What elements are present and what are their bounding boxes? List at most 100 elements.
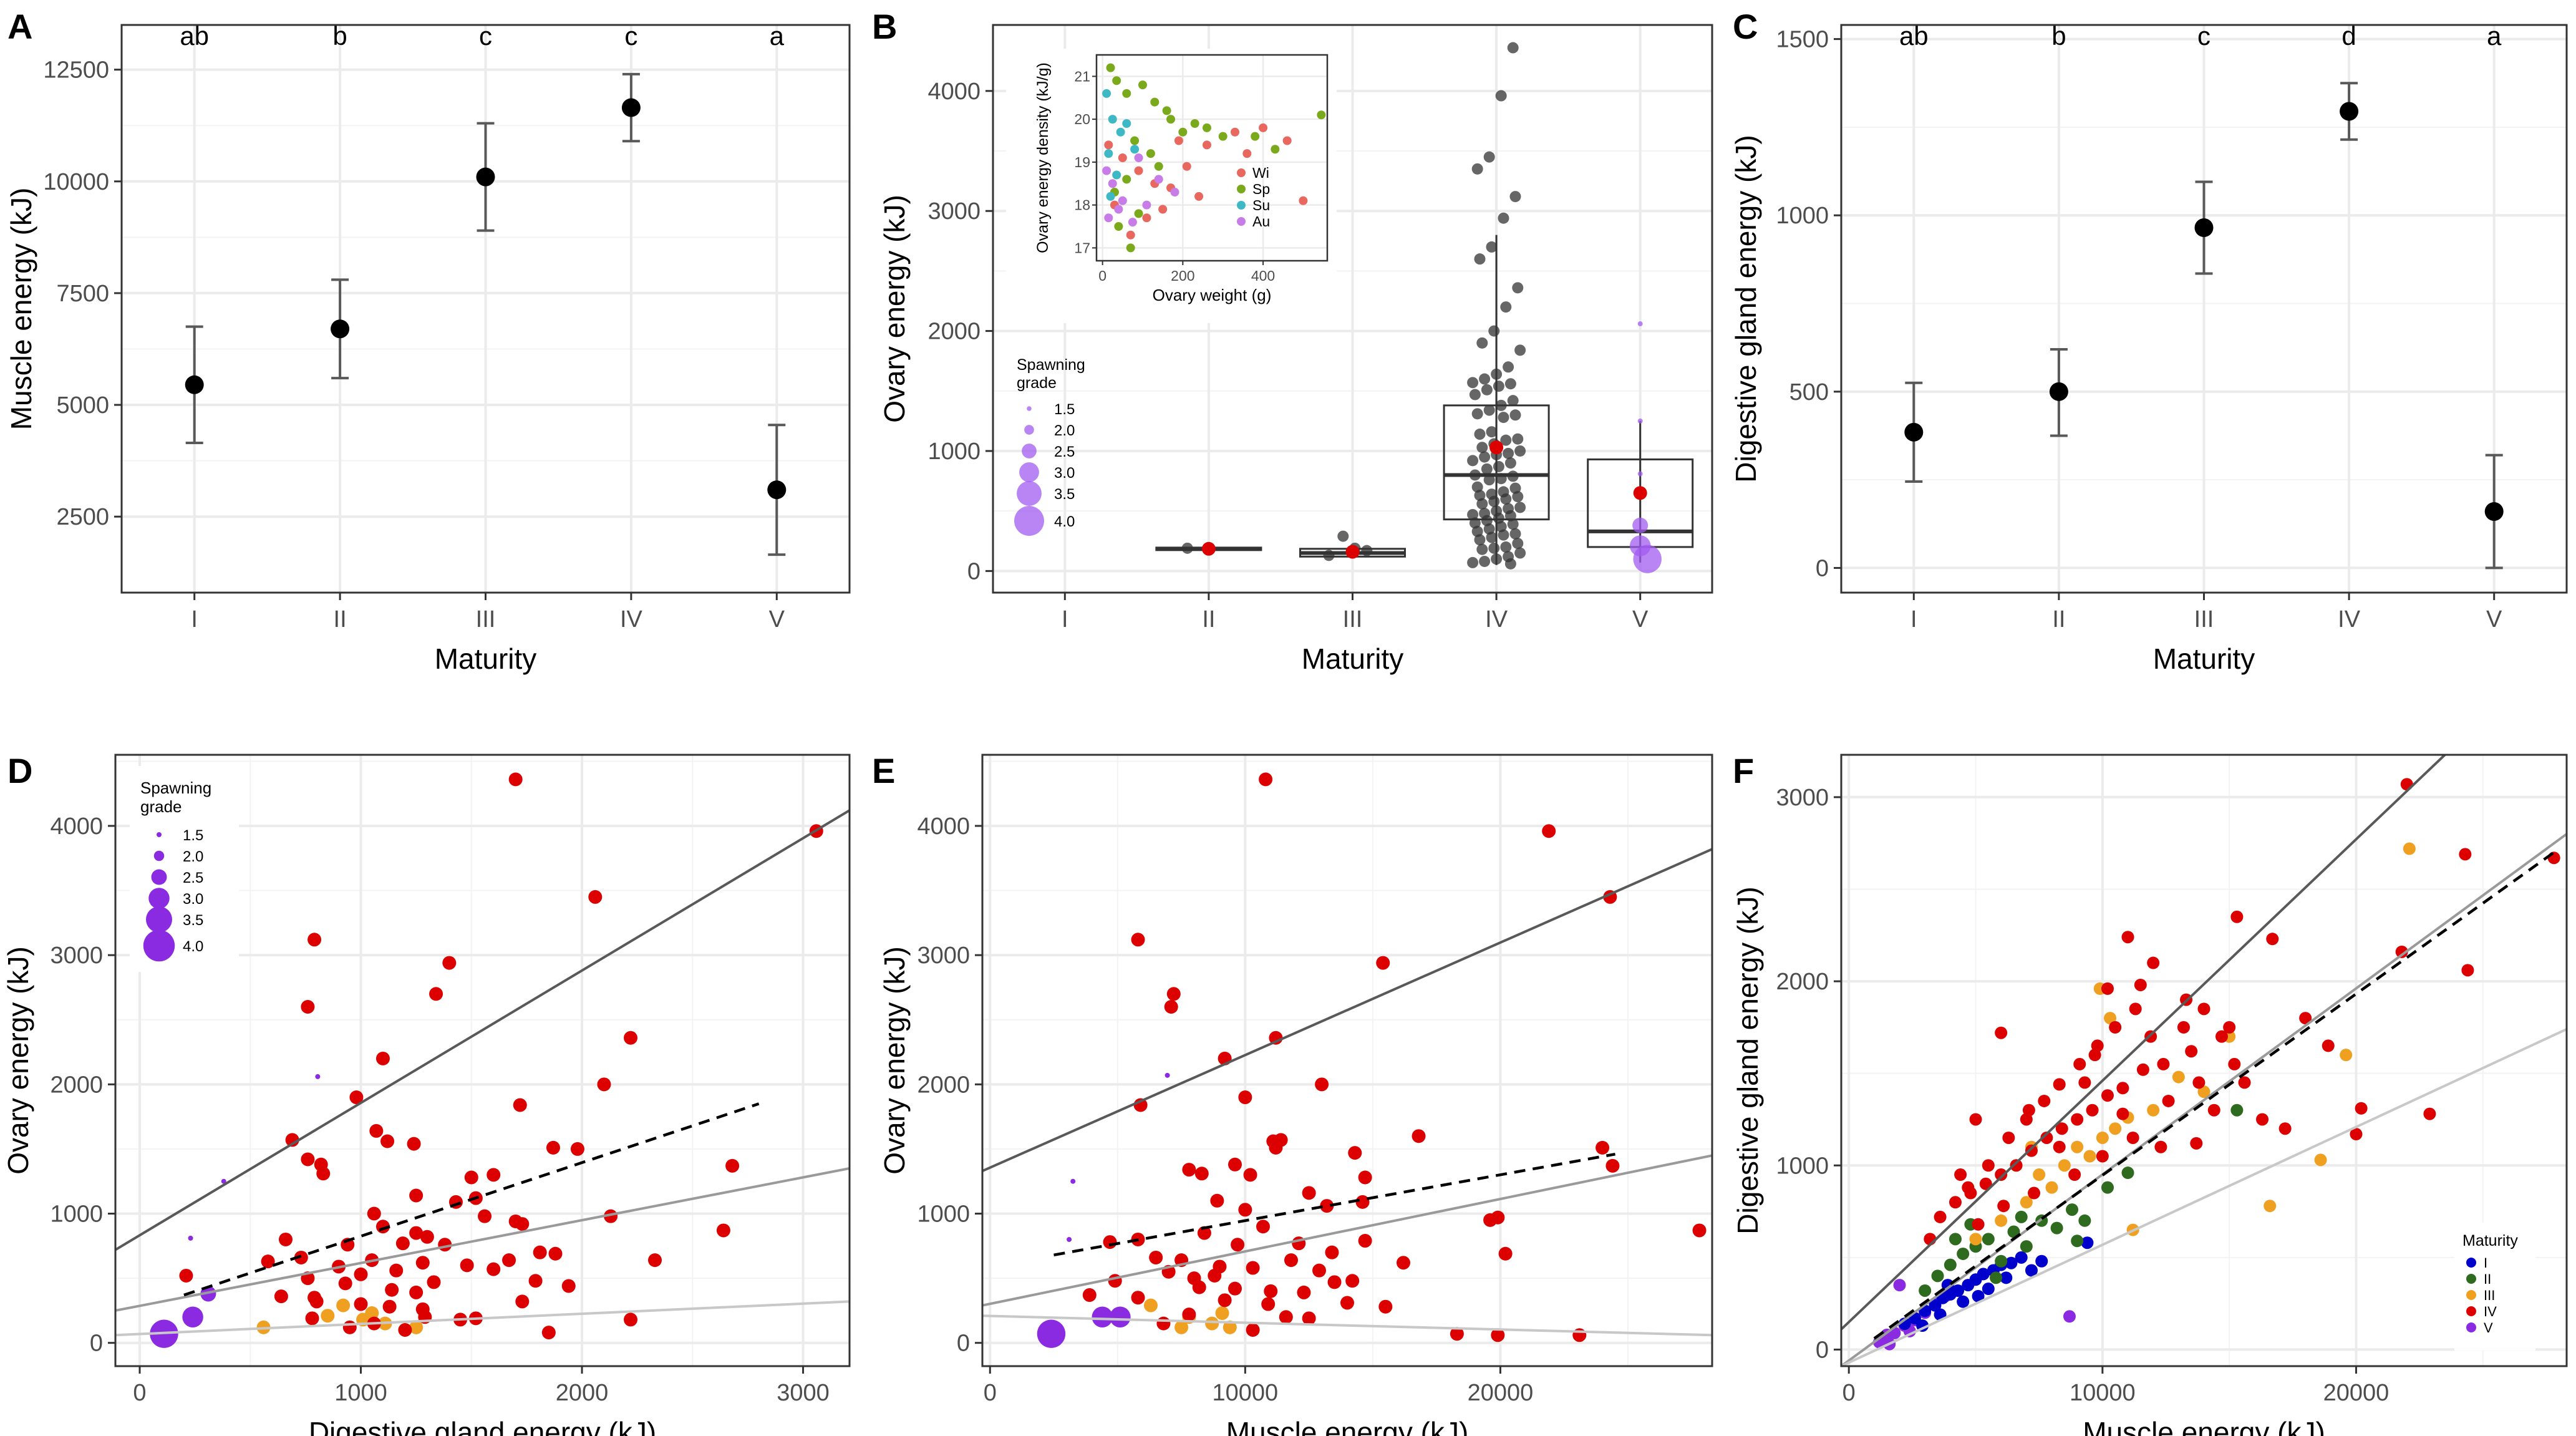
- data-point: [2278, 1122, 2292, 1135]
- data-point: [1476, 337, 1488, 349]
- inset-point: [1104, 213, 1113, 223]
- data-point: [375, 1051, 390, 1065]
- data-point: [1500, 493, 1512, 505]
- data-point: [1337, 530, 1349, 542]
- data-point: [1082, 1288, 1097, 1303]
- mean-point: [2484, 502, 2504, 521]
- legend-key: [1019, 462, 1039, 482]
- data-point: [1982, 1283, 1995, 1296]
- y-axis-title: Ovary energy (kJ): [878, 195, 911, 423]
- data-point: [2215, 1030, 2228, 1043]
- inset-point: [1112, 76, 1121, 85]
- data-point: [1174, 1320, 1189, 1334]
- data-point: [1995, 1214, 2008, 1227]
- data-point: [1498, 529, 1509, 541]
- data-point: [2071, 1140, 2084, 1153]
- plot-background: [1841, 755, 2567, 1366]
- x-tick-label: IV: [620, 606, 643, 633]
- data-point: [1969, 1233, 1982, 1246]
- data-point: [395, 1236, 410, 1251]
- data-point: [2096, 1150, 2109, 1163]
- group-letter: b: [332, 21, 347, 51]
- panel-letter: A: [7, 7, 32, 46]
- data-point: [1488, 325, 1500, 337]
- data-point: [487, 1262, 501, 1276]
- y-tick-label: 2500: [56, 504, 109, 530]
- data-point: [1208, 1268, 1222, 1283]
- spawning-point: [188, 1235, 193, 1241]
- data-point: [336, 1298, 351, 1312]
- data-point: [1512, 538, 1524, 550]
- data-point: [1194, 1167, 1209, 1181]
- x-tick-label: 20000: [1468, 1380, 1534, 1406]
- data-point: [2081, 1236, 2094, 1249]
- inset-legend-key: [1237, 168, 1246, 177]
- y-tick-label: 2000: [927, 319, 981, 345]
- data-point: [2322, 1039, 2335, 1052]
- data-point: [2126, 1131, 2139, 1144]
- data-point: [1192, 1280, 1206, 1294]
- y-tick-label: 1000: [1776, 1153, 1829, 1179]
- data-point: [1493, 460, 1504, 472]
- data-point: [2136, 1063, 2149, 1076]
- data-point: [2088, 1049, 2101, 1062]
- data-point: [301, 1000, 315, 1014]
- data-point: [1467, 556, 1479, 568]
- data-point: [1376, 956, 1390, 970]
- data-point: [464, 1170, 478, 1185]
- data-point: [1504, 457, 1516, 469]
- data-point: [2350, 1128, 2363, 1141]
- spawning-point: [1037, 1319, 1066, 1348]
- data-point: [1949, 1196, 1962, 1209]
- data-point: [508, 772, 523, 787]
- legend-label: 1.5: [183, 827, 203, 844]
- spawning-point: [221, 1178, 226, 1184]
- inset-point: [1178, 127, 1188, 137]
- legend-label: 2.0: [183, 848, 203, 865]
- data-point: [1514, 344, 1526, 356]
- data-point: [1605, 1158, 1620, 1173]
- inset-point: [1299, 196, 1308, 205]
- inset-point: [1271, 145, 1280, 154]
- fit-line-dash: [183, 1102, 760, 1297]
- fit-line-dark: [1841, 755, 2446, 1331]
- panel-letter: E: [872, 751, 895, 790]
- data-point: [409, 1320, 424, 1334]
- inset-point: [1182, 162, 1191, 171]
- data-point: [321, 1309, 335, 1323]
- fit-line-mid: [982, 1154, 1712, 1307]
- legend-key: [1027, 406, 1032, 411]
- y-tick-label: 1000: [50, 1201, 103, 1228]
- data-point: [1498, 1246, 1513, 1261]
- y-tick-label: 0: [90, 1331, 103, 1357]
- data-point: [2207, 1104, 2220, 1117]
- data-point: [2050, 1221, 2063, 1235]
- spawning-point: [1165, 1072, 1170, 1078]
- plot-area: [115, 772, 850, 1348]
- data-point: [367, 1206, 381, 1221]
- group-letter: ab: [180, 21, 209, 51]
- y-tick-label: 1500: [1776, 27, 1829, 53]
- data-point: [1514, 547, 1526, 559]
- y-tick-label: 0: [957, 1331, 970, 1357]
- x-tick-label: II: [334, 606, 347, 633]
- data-point: [1327, 1275, 1342, 1289]
- data-point: [1512, 433, 1524, 445]
- data-point: [1542, 824, 1556, 838]
- data-point: [1493, 381, 1504, 392]
- data-point: [1995, 1254, 2008, 1268]
- data-point: [1302, 1311, 1316, 1326]
- data-point: [1979, 1177, 1992, 1190]
- data-point: [2190, 1137, 2203, 1150]
- data-point: [1474, 534, 1486, 546]
- spawning-point: [1110, 1306, 1131, 1328]
- data-point: [1486, 426, 1498, 438]
- legend-key: [148, 888, 170, 909]
- y-axis-title: Muscle energy (kJ): [5, 188, 37, 430]
- data-point: [2025, 1264, 2038, 1277]
- data-point: [1888, 1326, 1901, 1339]
- panel-B: Spawninggrade1.52.02.53.03.54.0010002000…: [872, 7, 1713, 675]
- group-letter: d: [2341, 21, 2356, 51]
- inset-point: [1114, 205, 1123, 214]
